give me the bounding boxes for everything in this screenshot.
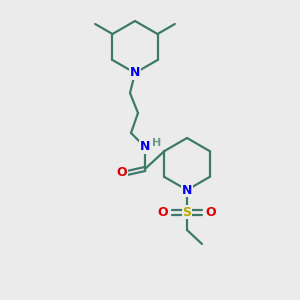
Text: O: O: [158, 206, 168, 218]
Text: O: O: [117, 167, 127, 179]
Text: N: N: [130, 67, 140, 80]
Text: S: S: [182, 206, 191, 218]
Text: N: N: [140, 140, 150, 154]
Text: O: O: [206, 206, 216, 218]
Text: H: H: [152, 138, 162, 148]
Text: N: N: [182, 184, 192, 196]
